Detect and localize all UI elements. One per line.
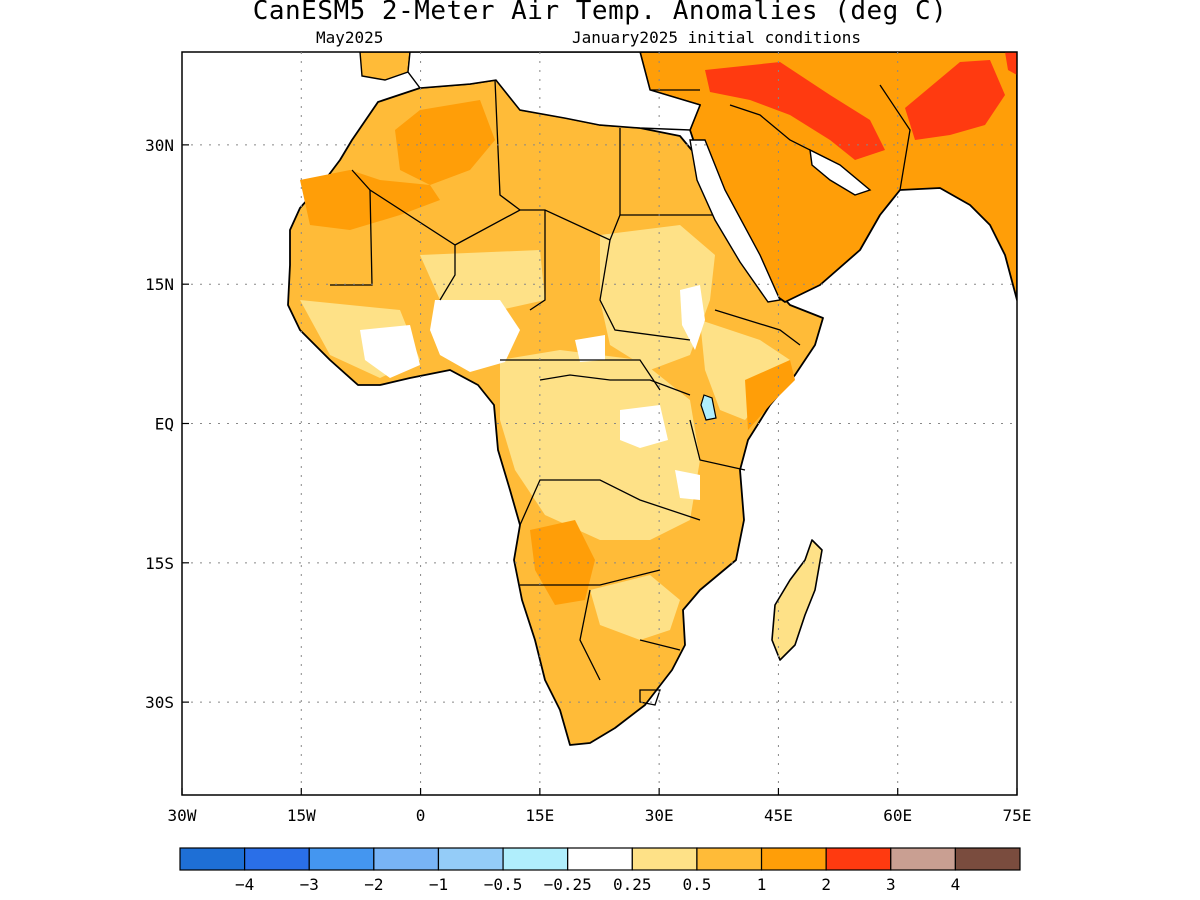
anomaly-2-3 xyxy=(705,52,1017,160)
colorbar xyxy=(179,847,1021,871)
colorbar-swatch xyxy=(308,847,375,871)
lon-tick-label: 15E xyxy=(525,806,554,825)
colorbar-label: 1 xyxy=(757,875,767,894)
longitude-axis: 30W 15W 0 15E 30E 45E 60E 75E xyxy=(168,788,1032,825)
persian-gulf xyxy=(809,148,872,196)
lake-victoria-anomaly xyxy=(700,394,717,421)
europe-landmass xyxy=(359,52,411,81)
latitude-axis: 30N 15N EQ 15S 30S xyxy=(145,136,189,712)
colorbar-label: −2 xyxy=(364,875,383,894)
initial-conditions: January2025 initial conditions xyxy=(572,28,861,47)
colorbar-swatch xyxy=(567,847,633,871)
lon-tick-label: 30E xyxy=(645,806,674,825)
lon-tick-label: 15W xyxy=(287,806,316,825)
colorbar-label: 3 xyxy=(886,875,896,894)
madagascar xyxy=(771,539,823,661)
colorbar-label: 4 xyxy=(951,875,961,894)
forecast-month: May2025 xyxy=(316,28,384,47)
lat-tick-label: 15S xyxy=(145,554,174,573)
red-sea xyxy=(689,139,782,303)
colorbar-swatch xyxy=(825,847,892,871)
colorbar-label: −3 xyxy=(300,875,319,894)
lat-tick-label: 15N xyxy=(145,275,174,294)
lat-tick-label: 30N xyxy=(145,136,174,155)
colorbar-label: 2 xyxy=(821,875,831,894)
lon-tick-label: 45E xyxy=(764,806,793,825)
colorbar-label: 0.5 xyxy=(682,875,711,894)
colorbar-swatch xyxy=(890,847,956,871)
colorbar-swatch xyxy=(631,847,698,871)
anomaly-near-zero xyxy=(360,285,705,500)
colorbar-label: −0.25 xyxy=(544,875,592,894)
lat-tick-label: 30S xyxy=(145,693,174,712)
colorbar-label: −4 xyxy=(235,875,254,894)
lon-tick-label: 30W xyxy=(168,806,197,825)
colorbar-swatch xyxy=(244,847,310,871)
colorbar-swatch xyxy=(954,847,1021,871)
mediterranean xyxy=(407,52,701,131)
colorbar-swatch xyxy=(696,847,763,871)
colorbar-label: 0.25 xyxy=(613,875,652,894)
colorbar-swatch xyxy=(437,847,504,871)
map-title: CanESM5 2-Meter Air Temp. Anomalies (deg… xyxy=(252,0,948,26)
colorbar-swatch xyxy=(760,847,827,871)
lon-tick-label: 60E xyxy=(883,806,912,825)
colorbar-label: −1 xyxy=(429,875,448,894)
colorbar-label: −0.5 xyxy=(484,875,523,894)
colorbar-swatch xyxy=(373,847,440,871)
lon-tick-label: 75E xyxy=(1003,806,1032,825)
colorbar-swatch xyxy=(502,847,569,871)
colorbar-swatch xyxy=(179,847,246,871)
colorbar-labels: −4 −3 −2 −1 −0.5 −0.25 0.25 0.5 1 2 3 4 xyxy=(235,875,960,894)
anomaly-025-05 xyxy=(300,225,790,640)
lon-tick-label: 0 xyxy=(416,806,426,825)
lat-tick-label: EQ xyxy=(155,415,174,434)
